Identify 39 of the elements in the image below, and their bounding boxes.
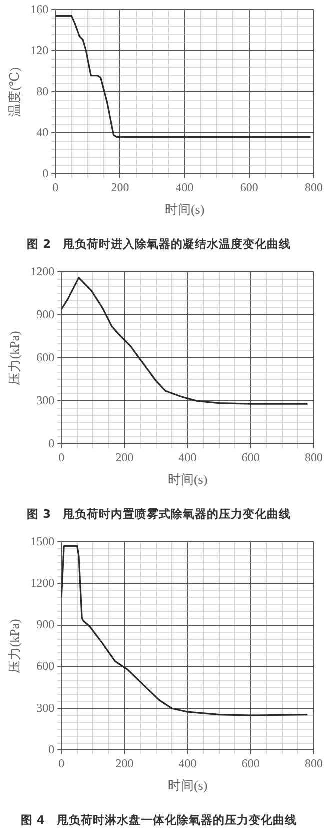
- y-tick-label: 1200: [30, 264, 55, 278]
- y-tick-label: 40: [36, 125, 49, 140]
- x-tick-label: 800: [305, 756, 323, 771]
- y-tick-label: 900: [36, 618, 55, 632]
- x-axis-title: 时间(s): [168, 472, 208, 487]
- text: 图 3 甩负荷时内置喷雾式除氧器的压力变化曲线: [26, 507, 292, 522]
- y-axis-title: 温度(℃): [7, 68, 22, 117]
- y-tick-label: 80: [36, 84, 49, 98]
- x-tick-label: 200: [116, 450, 134, 465]
- text: 图 2 甩负荷时进入除氧器的凝结水温度变化曲线: [26, 237, 292, 252]
- y-axis-title: 压力(kPa): [7, 619, 22, 674]
- x-axis-title: 时间(s): [164, 202, 205, 217]
- x-tick-label: 600: [240, 180, 258, 195]
- y-tick-label: 0: [48, 742, 55, 756]
- x-tick-label: 600: [242, 756, 260, 771]
- y-tick-label: 0: [48, 436, 55, 450]
- x-tick-label: 400: [178, 450, 197, 465]
- x-tick-label: 600: [242, 450, 260, 465]
- x-tick-label: 400: [178, 756, 197, 771]
- y-tick-label: 900: [36, 307, 55, 322]
- y-tick-label: 1200: [30, 576, 55, 590]
- y-tick-label: 600: [36, 350, 55, 364]
- x-tick-label: 800: [305, 180, 323, 195]
- x-tick-label: 800: [305, 450, 323, 465]
- x-axis-title: 时间(s): [168, 778, 208, 793]
- y-tick-label: 600: [36, 659, 55, 674]
- x-tick-label: 0: [58, 450, 65, 465]
- x-tick-label: 200: [116, 756, 134, 771]
- x-tick-label: 400: [176, 180, 194, 195]
- y-tick-label: 0: [42, 166, 49, 180]
- x-tick-label: 200: [111, 180, 130, 195]
- y-tick-label: 300: [36, 700, 55, 715]
- y-tick-label: 120: [30, 43, 49, 58]
- y-tick-label: 1500: [30, 534, 55, 548]
- y-tick-label: 300: [36, 393, 55, 408]
- y-axis-title: 压力(kPa): [7, 331, 22, 386]
- y-tick-label: 160: [30, 2, 49, 16]
- x-tick-label: 0: [58, 756, 65, 771]
- text: 图 4 甩负荷时淋水盘一体化除氧器的压力变化曲线: [20, 813, 298, 828]
